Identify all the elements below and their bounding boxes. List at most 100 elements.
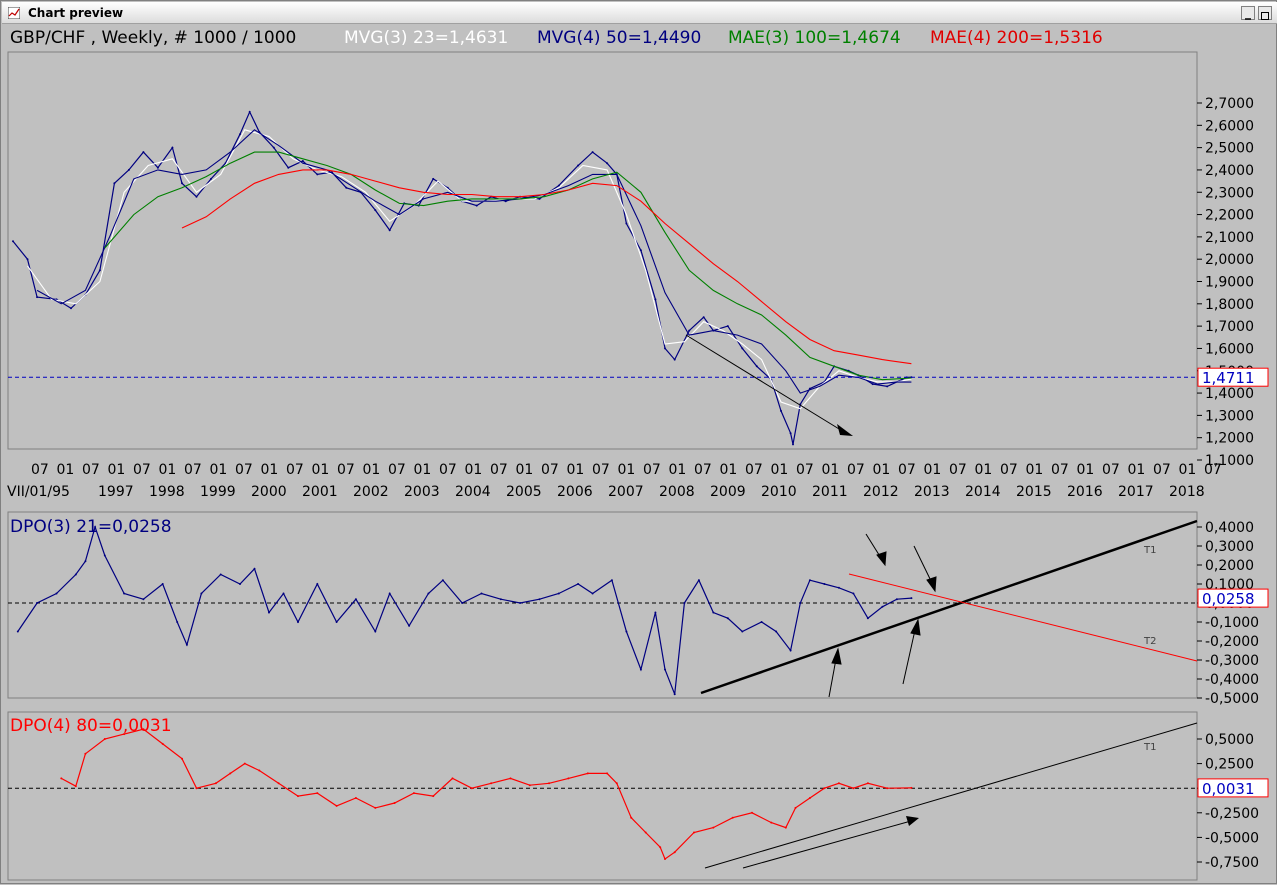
x-month-label: 07 (898, 462, 916, 478)
data-point (852, 787, 855, 790)
dpo3-annotation-arrows (828, 533, 937, 698)
data-point (200, 592, 203, 595)
x-year-label: 2011 (812, 484, 848, 500)
x-month-label: 01 (261, 462, 279, 478)
data-point (799, 602, 802, 604)
x-year-label: 2013 (914, 484, 950, 500)
data-point (171, 146, 174, 149)
x-month-label: 07 (949, 462, 967, 478)
data-point (664, 858, 666, 860)
x-month-label: 01 (312, 462, 330, 478)
data-point (195, 195, 198, 198)
data-point (886, 385, 889, 388)
x-month-label: 01 (1026, 462, 1044, 478)
data-point (195, 787, 198, 790)
price-panel: GBP/CHF , Weekly, # 1000 / 1000 MVG(3) 2… (7, 28, 1269, 500)
data-point (780, 409, 782, 412)
data-point (268, 611, 270, 614)
x-month-label: 01 (924, 462, 942, 478)
series-line-mvg4 (36, 129, 912, 394)
data-point (910, 786, 913, 789)
y-tick-label: 0,3000 (1205, 539, 1254, 555)
price-arrow-head (837, 424, 853, 436)
data-point (441, 579, 444, 582)
data-point (557, 592, 560, 595)
maximize-button[interactable] (1258, 6, 1272, 20)
x-month-label: 01 (1128, 462, 1146, 478)
x-month-label: 01 (720, 462, 738, 478)
window-titlebar[interactable]: Chart preview (2, 2, 1277, 24)
x-month-label: 01 (618, 462, 636, 478)
dpo3-t2-label: T2 (1143, 636, 1156, 647)
data-point (161, 583, 164, 585)
data-point (185, 643, 188, 646)
data-point (741, 347, 744, 350)
y-tick-label: -0,4000 (1205, 672, 1259, 688)
series-line-dpo3 (17, 524, 912, 695)
data-point (480, 592, 483, 595)
data-point (123, 592, 126, 595)
data-point (16, 630, 19, 633)
y-tick-label: 2,3000 (1205, 185, 1254, 201)
x-year-label: VII/01/95 (7, 484, 70, 500)
x-year-label: 2012 (863, 484, 899, 500)
data-point (123, 733, 126, 736)
data-point (210, 177, 212, 180)
chart-app-icon (8, 7, 20, 19)
data-point (528, 784, 531, 787)
data-point (639, 668, 642, 671)
x-month-label: 07 (133, 462, 151, 478)
data-point (615, 782, 618, 785)
x-year-label: 2018 (1169, 484, 1205, 500)
data-point (630, 816, 633, 819)
x-month-label: 07 (1102, 462, 1120, 478)
data-point (301, 160, 304, 162)
data-point (881, 605, 884, 608)
chart-canvas[interactable]: GBP/CHF , Weekly, # 1000 / 1000 MVG(3) 2… (1, 24, 1277, 885)
minimize-button[interactable] (1241, 6, 1255, 20)
dpo3-trendline-t2 (848, 573, 1198, 662)
y-tick-label: -0,2000 (1205, 634, 1259, 650)
x-month-label: 07 (490, 462, 508, 478)
data-point (852, 592, 855, 595)
data-point (74, 573, 77, 576)
x-month-label: 07 (82, 462, 100, 478)
x-axis-year-labels: VII/01/95 1997 1998 1999 2000 2001 2002 2003 200… (7, 484, 1205, 500)
data-point (577, 164, 580, 167)
data-point (644, 831, 647, 834)
y-tick-label: -0,2500 (1205, 806, 1259, 822)
data-point (577, 583, 580, 585)
dpo3-last-value-box (1197, 588, 1269, 608)
data-point (654, 611, 657, 614)
data-point (176, 621, 179, 623)
data-point (408, 624, 411, 627)
x-year-label: 2016 (1067, 484, 1103, 500)
data-point (297, 795, 299, 798)
data-point (789, 432, 792, 435)
data-point (113, 182, 116, 185)
data-point (156, 166, 159, 169)
data-point (12, 240, 14, 243)
data-point (509, 777, 512, 780)
dpo4-t1-label: T1 (1143, 742, 1156, 753)
data-point (823, 583, 826, 585)
data-point (181, 757, 183, 760)
data-point (784, 826, 787, 829)
dpo3-title: DPO(3) 21=0,0258 (10, 517, 172, 537)
data-point (412, 792, 415, 795)
data-point (243, 762, 246, 765)
data-point (789, 649, 792, 652)
x-year-label: 2000 (251, 484, 287, 500)
data-point (36, 602, 39, 604)
x-month-label: 07 (1204, 462, 1222, 478)
window-title: Chart preview (28, 6, 124, 20)
data-point (673, 851, 676, 854)
data-point (586, 772, 589, 775)
x-year-label: 2004 (455, 484, 491, 500)
data-point (702, 316, 705, 319)
data-point (548, 782, 551, 785)
data-point (683, 602, 686, 604)
data-point (625, 222, 628, 225)
data-point (354, 797, 357, 799)
